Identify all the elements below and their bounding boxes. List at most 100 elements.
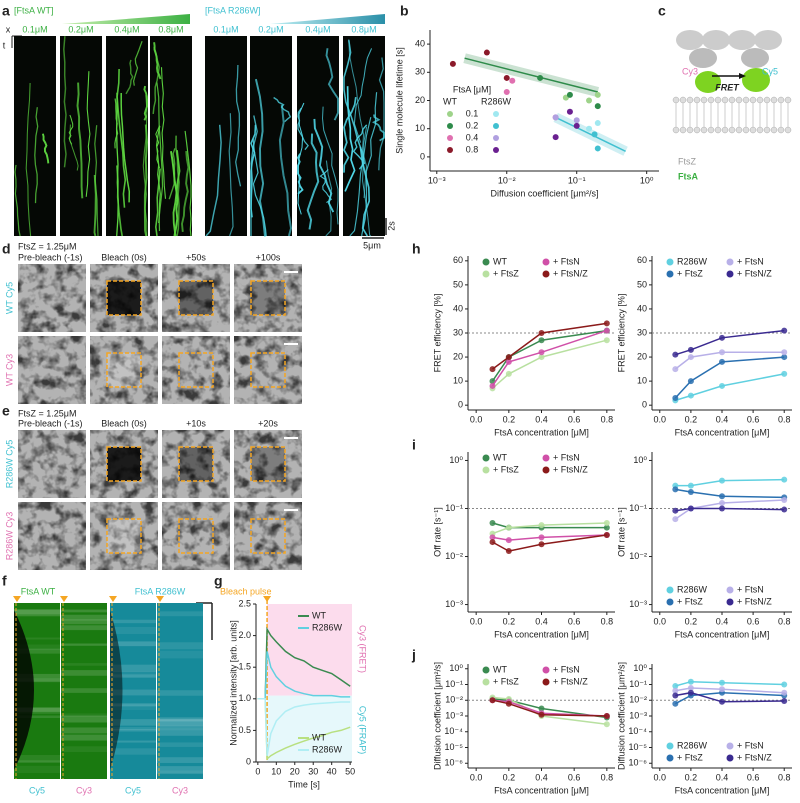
x-tick-label: 0.8 bbox=[778, 772, 791, 782]
lipid-head bbox=[672, 126, 680, 134]
lipid-head bbox=[728, 126, 736, 134]
point bbox=[781, 681, 788, 688]
micrograph bbox=[90, 502, 158, 570]
y-axis-label: Single molecule lifetime [s] bbox=[394, 47, 404, 154]
side-label: Cy5 (FRAP) bbox=[358, 706, 368, 755]
point bbox=[719, 334, 725, 341]
lipid-head bbox=[735, 96, 743, 104]
concentration: 0.8μM bbox=[158, 24, 183, 34]
x-tick-label: 0.2 bbox=[685, 772, 698, 782]
y-tick-label: 10 bbox=[415, 123, 425, 133]
series-line bbox=[675, 680, 785, 687]
kymo-band bbox=[61, 688, 107, 693]
y-tick-label: 10⁻¹ bbox=[629, 503, 647, 513]
point bbox=[586, 125, 593, 132]
y-tick-label: 40 bbox=[637, 303, 647, 313]
legend-label: R286W bbox=[677, 740, 708, 750]
legend-label: + FtsN bbox=[553, 256, 580, 266]
micrograph bbox=[162, 264, 230, 332]
axis-t-label: t bbox=[3, 40, 6, 50]
ftsz-subunit bbox=[689, 48, 717, 68]
track bbox=[297, 107, 309, 151]
x-tick-label: 0.2 bbox=[503, 414, 516, 424]
lipid-head bbox=[777, 96, 785, 104]
lipid-head bbox=[770, 126, 778, 134]
track bbox=[115, 92, 119, 237]
x-axis-label: FtsA concentration [μM] bbox=[494, 785, 589, 795]
track bbox=[153, 42, 162, 80]
track bbox=[114, 98, 119, 149]
y-tick-label: 60 bbox=[637, 255, 647, 265]
legend-label: R286W bbox=[677, 584, 708, 594]
track bbox=[125, 59, 134, 95]
track bbox=[25, 82, 32, 237]
y-tick-label: 60 bbox=[453, 255, 463, 265]
point bbox=[672, 486, 679, 493]
lipid-head bbox=[721, 126, 729, 134]
track bbox=[76, 82, 84, 199]
x-tick-label: 0.2 bbox=[685, 414, 698, 424]
point bbox=[505, 537, 512, 544]
roi bbox=[106, 280, 142, 316]
x-tick-label: 30 bbox=[308, 766, 318, 776]
point bbox=[505, 370, 512, 377]
point bbox=[719, 500, 725, 507]
kymo-band bbox=[110, 689, 156, 696]
y-tick-label: 10⁻³ bbox=[629, 599, 647, 609]
legend-swatch bbox=[482, 270, 490, 278]
point bbox=[538, 541, 545, 548]
series-line bbox=[257, 651, 351, 700]
kymo-band bbox=[61, 713, 107, 717]
legend-swatch bbox=[447, 147, 453, 153]
channel-label: WT Cy3 bbox=[4, 354, 14, 386]
legend-swatch bbox=[493, 123, 499, 129]
channel-label: Cy3 bbox=[172, 785, 188, 795]
point bbox=[687, 482, 694, 489]
legend-swatch bbox=[447, 135, 453, 141]
x-tick-label: 10⁰ bbox=[640, 175, 654, 185]
legend-swatch bbox=[726, 270, 734, 278]
bleach-marker bbox=[263, 596, 272, 602]
kymo-band bbox=[61, 670, 107, 676]
channel-label: Cy3 bbox=[76, 785, 92, 795]
point bbox=[687, 354, 694, 361]
lipid-head bbox=[714, 96, 722, 104]
y-tick-label: 10⁻² bbox=[629, 551, 647, 561]
x-tick-label: 50 bbox=[345, 766, 355, 776]
track bbox=[306, 133, 320, 230]
point bbox=[489, 697, 496, 704]
legend-swatch bbox=[542, 678, 550, 686]
point bbox=[672, 351, 679, 358]
y-tick-label: 10⁻² bbox=[445, 551, 463, 561]
x-tick-label: 0.8 bbox=[601, 414, 614, 424]
lipid-head bbox=[742, 96, 750, 104]
point bbox=[489, 382, 496, 389]
point bbox=[672, 507, 679, 514]
x-tick-label: 10 bbox=[271, 766, 281, 776]
bleached-area bbox=[251, 447, 285, 481]
point bbox=[603, 713, 610, 719]
legend-swatch bbox=[482, 666, 490, 674]
bleach-shadow bbox=[14, 610, 34, 770]
point bbox=[781, 476, 788, 483]
lipid-head bbox=[749, 126, 757, 134]
x-tick-label: 0.6 bbox=[747, 772, 760, 782]
point bbox=[719, 349, 725, 356]
x-tick-label: 0.6 bbox=[568, 414, 581, 424]
point bbox=[538, 534, 545, 541]
y-tick-label: 2.5 bbox=[238, 598, 251, 608]
series-line bbox=[492, 534, 607, 552]
y-tick-label: 10⁻¹ bbox=[445, 679, 463, 689]
point bbox=[538, 354, 545, 361]
x-tick-label: 0.8 bbox=[778, 414, 791, 424]
kymo-band bbox=[14, 673, 60, 682]
x-axis-label: FtsA concentration [μM] bbox=[494, 629, 589, 639]
point bbox=[489, 534, 496, 541]
point bbox=[687, 505, 694, 512]
kymo-band bbox=[14, 637, 60, 640]
x-tick-label: 40 bbox=[327, 766, 337, 776]
condition: FtsZ = 1.25μM bbox=[18, 241, 76, 251]
track bbox=[14, 164, 21, 237]
point bbox=[603, 327, 610, 334]
